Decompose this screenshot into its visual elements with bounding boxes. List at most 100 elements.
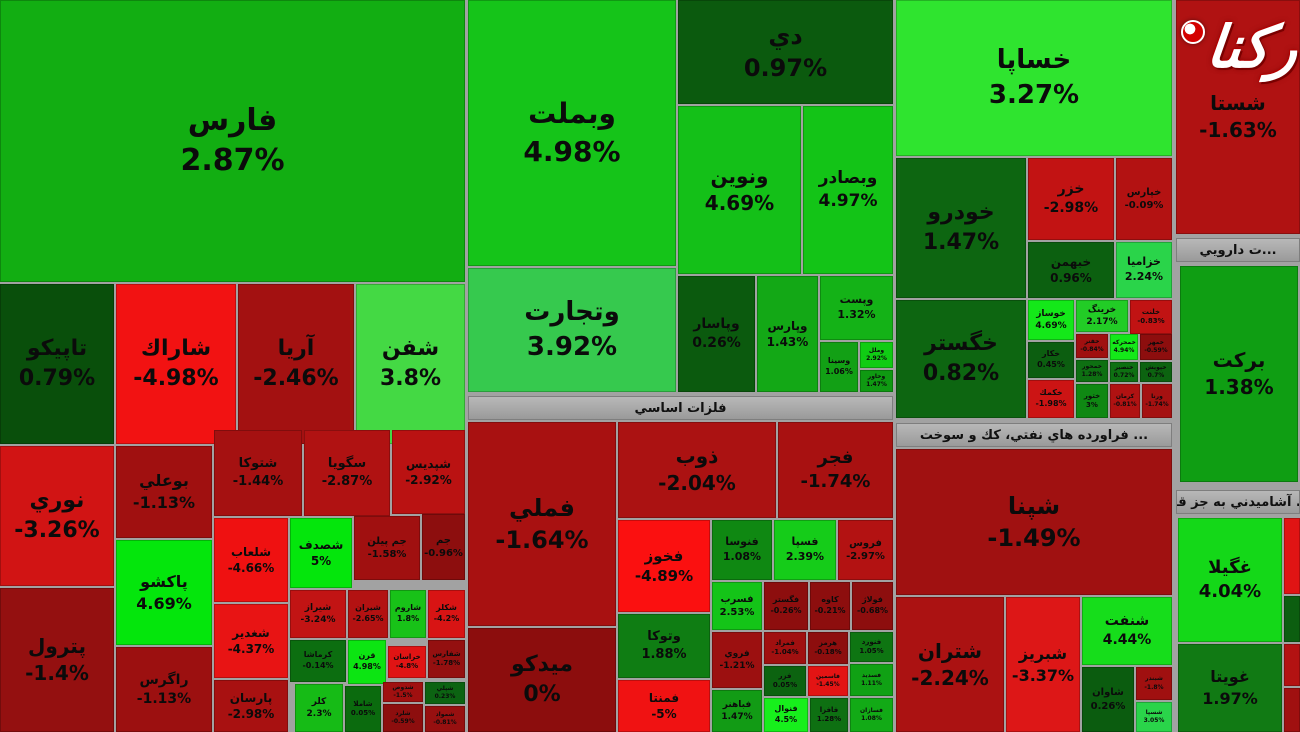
- treemap-tile[interactable]: بركت 1.38%: [1180, 266, 1298, 482]
- treemap-tile[interactable]: [1284, 596, 1300, 642]
- treemap-tile[interactable]: شكلر -4.2%: [428, 590, 465, 638]
- treemap-tile[interactable]: فاسمين -1.45%: [808, 666, 848, 696]
- treemap-tile[interactable]: فمراد -1.04%: [764, 632, 806, 664]
- treemap-tile[interactable]: فنورد 1.05%: [850, 632, 893, 662]
- treemap-tile[interactable]: شپديس -2.92%: [392, 430, 465, 514]
- treemap-tile[interactable]: خبهمن 0.96%: [1028, 242, 1114, 298]
- treemap-tile[interactable]: قرن 4.98%: [348, 640, 386, 684]
- treemap-tile[interactable]: فخوز -4.89%: [618, 520, 710, 612]
- treemap-tile[interactable]: ورنا -1.74%: [1142, 384, 1172, 418]
- treemap-tile[interactable]: وبملت 4.98%: [468, 0, 676, 266]
- treemap-tile[interactable]: خوساز 4.69%: [1028, 300, 1074, 340]
- treemap-tile[interactable]: دي 0.97%: [678, 0, 893, 104]
- treemap-tile[interactable]: فنوال 4.5%: [764, 698, 808, 732]
- treemap-tile[interactable]: شدوص -1.5%: [383, 682, 423, 702]
- treemap-tile[interactable]: فملي -1.64%: [468, 422, 616, 626]
- treemap-tile[interactable]: كلر 2.3%: [295, 684, 343, 732]
- treemap-tile[interactable]: خرينگ 2.17%: [1076, 300, 1128, 332]
- treemap-tile[interactable]: شفن 3.8%: [356, 284, 465, 444]
- treemap-tile[interactable]: خزر -2.98%: [1028, 158, 1114, 240]
- treemap-tile[interactable]: پارسان -2.98%: [214, 680, 288, 732]
- treemap-tile[interactable]: بوعلي -1.13%: [116, 446, 212, 538]
- treemap-tile[interactable]: غويتا 1.97%: [1178, 644, 1282, 732]
- treemap-tile[interactable]: فمنتا -5%: [618, 680, 710, 732]
- treemap-tile[interactable]: خساپا 3.27%: [896, 0, 1172, 156]
- treemap-tile[interactable]: شبريز -3.37%: [1006, 597, 1080, 732]
- treemap-tile[interactable]: شلرد -0.59%: [383, 704, 423, 732]
- treemap-tile[interactable]: شلعاب -4.66%: [214, 518, 288, 602]
- treemap-tile[interactable]: وبصادر 4.97%: [803, 106, 893, 274]
- treemap-tile[interactable]: خفنر -0.84%: [1076, 334, 1108, 358]
- treemap-tile[interactable]: شفارس -1.78%: [428, 640, 465, 678]
- treemap-tile[interactable]: ذوب -2.04%: [618, 422, 776, 518]
- treemap-tile[interactable]: شپلي 0.23%: [425, 682, 465, 704]
- treemap-tile[interactable]: فزر 0.05%: [764, 666, 806, 696]
- treemap-tile[interactable]: آريا -2.46%: [238, 284, 354, 444]
- treemap-tile[interactable]: خمهر -0.59%: [1140, 334, 1172, 360]
- treemap-tile[interactable]: خپارس -0.09%: [1116, 158, 1172, 240]
- treemap-tile[interactable]: غگيلا 4.04%: [1178, 518, 1282, 642]
- treemap-tile[interactable]: شبندر -1.8%: [1136, 667, 1172, 700]
- treemap-tile[interactable]: خمحور 1.28%: [1076, 360, 1108, 382]
- treemap-tile[interactable]: شيران -2.65%: [348, 590, 388, 638]
- treemap-tile[interactable]: ميدكو 0%: [468, 628, 616, 732]
- treemap-tile[interactable]: خپويش 0.7%: [1140, 362, 1172, 382]
- treemap-tile[interactable]: فسرب 2.53%: [712, 582, 762, 630]
- treemap-tile[interactable]: فروس -2.97%: [838, 520, 893, 580]
- treemap-tile[interactable]: خگستر 0.82%: [896, 300, 1026, 418]
- treemap-tile[interactable]: فگستر -0.26%: [764, 582, 808, 630]
- treemap-tile[interactable]: كرماشا -0.14%: [290, 640, 346, 682]
- treemap-tile[interactable]: فسپا 2.39%: [774, 520, 836, 580]
- treemap-tile[interactable]: هرمز -0.18%: [808, 632, 848, 664]
- treemap-tile[interactable]: راگرس -1.13%: [116, 647, 212, 732]
- treemap-tile[interactable]: سگويا -2.87%: [304, 430, 390, 516]
- treemap-tile[interactable]: فسازان 1.08%: [850, 698, 893, 732]
- treemap-tile[interactable]: فجر -1.74%: [778, 422, 893, 518]
- treemap-tile[interactable]: شاملا 0.05%: [345, 686, 381, 732]
- treemap-tile[interactable]: وملل 2.92%: [860, 342, 893, 368]
- treemap-tile[interactable]: ختور 3%: [1076, 384, 1108, 418]
- treemap-tile[interactable]: خكار 0.45%: [1028, 342, 1074, 378]
- treemap-tile[interactable]: وخاور 1.47%: [860, 370, 893, 392]
- treemap-tile[interactable]: جم -0.96%: [422, 514, 465, 580]
- treemap-tile[interactable]: نوري -3.26%: [0, 446, 114, 586]
- treemap-tile[interactable]: شاراك -4.98%: [116, 284, 236, 444]
- treemap-tile[interactable]: فروي -1.21%: [712, 632, 762, 688]
- treemap-tile[interactable]: وسينا 1.06%: [820, 342, 858, 392]
- treemap-tile[interactable]: فارس 2.87%: [0, 0, 465, 282]
- treemap-tile[interactable]: شمواد -0.81%: [425, 706, 465, 732]
- treemap-tile[interactable]: كرمان -0.81%: [1110, 384, 1140, 418]
- treemap-tile[interactable]: فولاژ -0.68%: [852, 582, 893, 630]
- treemap-tile[interactable]: شاروم 1.8%: [390, 590, 426, 638]
- treemap-tile[interactable]: وتجارت 3.92%: [468, 268, 676, 392]
- treemap-tile[interactable]: خكمك -1.98%: [1028, 380, 1074, 418]
- treemap-tile[interactable]: شنفت 4.44%: [1082, 597, 1172, 665]
- treemap-tile[interactable]: تاپيكو 0.79%: [0, 284, 114, 444]
- treemap-tile[interactable]: فنوسا 1.08%: [712, 520, 772, 580]
- treemap-tile[interactable]: شتوكا -1.44%: [214, 430, 302, 516]
- treemap-tile[interactable]: شصدف 5%: [290, 518, 352, 588]
- treemap-tile[interactable]: شستا -1.63%: [1176, 0, 1300, 234]
- treemap-tile[interactable]: خراسان -4.8%: [388, 646, 426, 678]
- treemap-tile[interactable]: جم پيلن -1.58%: [354, 516, 420, 580]
- treemap-tile[interactable]: [1284, 518, 1300, 594]
- treemap-tile[interactable]: پترول -1.4%: [0, 588, 114, 732]
- treemap-tile[interactable]: خمحركه 4.94%: [1110, 334, 1138, 360]
- treemap-tile[interactable]: پاكشو 4.69%: [116, 540, 212, 645]
- treemap-tile[interactable]: خزاميا 2.24%: [1116, 242, 1172, 298]
- treemap-tile[interactable]: فباهنر 1.47%: [712, 690, 762, 732]
- treemap-tile[interactable]: خودرو 1.47%: [896, 158, 1026, 298]
- treemap-tile[interactable]: فسديد 1.11%: [850, 664, 893, 696]
- treemap-tile[interactable]: فافزا 1.28%: [810, 698, 848, 732]
- treemap-tile[interactable]: خلنت -0.83%: [1130, 300, 1172, 334]
- treemap-tile[interactable]: شتران -2.24%: [896, 597, 1004, 732]
- treemap-tile[interactable]: وپست 1.32%: [820, 276, 893, 340]
- treemap-tile[interactable]: شغدير -4.37%: [214, 604, 288, 678]
- treemap-tile[interactable]: [1284, 644, 1300, 686]
- treemap-tile[interactable]: وپاسار 0.26%: [678, 276, 755, 392]
- treemap-tile[interactable]: كاوه -0.21%: [810, 582, 850, 630]
- treemap-tile[interactable]: شسپا 3.05%: [1136, 702, 1172, 732]
- treemap-tile[interactable]: ونوين 4.69%: [678, 106, 801, 274]
- treemap-tile[interactable]: شاوان 0.26%: [1082, 667, 1134, 732]
- treemap-tile[interactable]: وتوكا 1.88%: [618, 614, 710, 678]
